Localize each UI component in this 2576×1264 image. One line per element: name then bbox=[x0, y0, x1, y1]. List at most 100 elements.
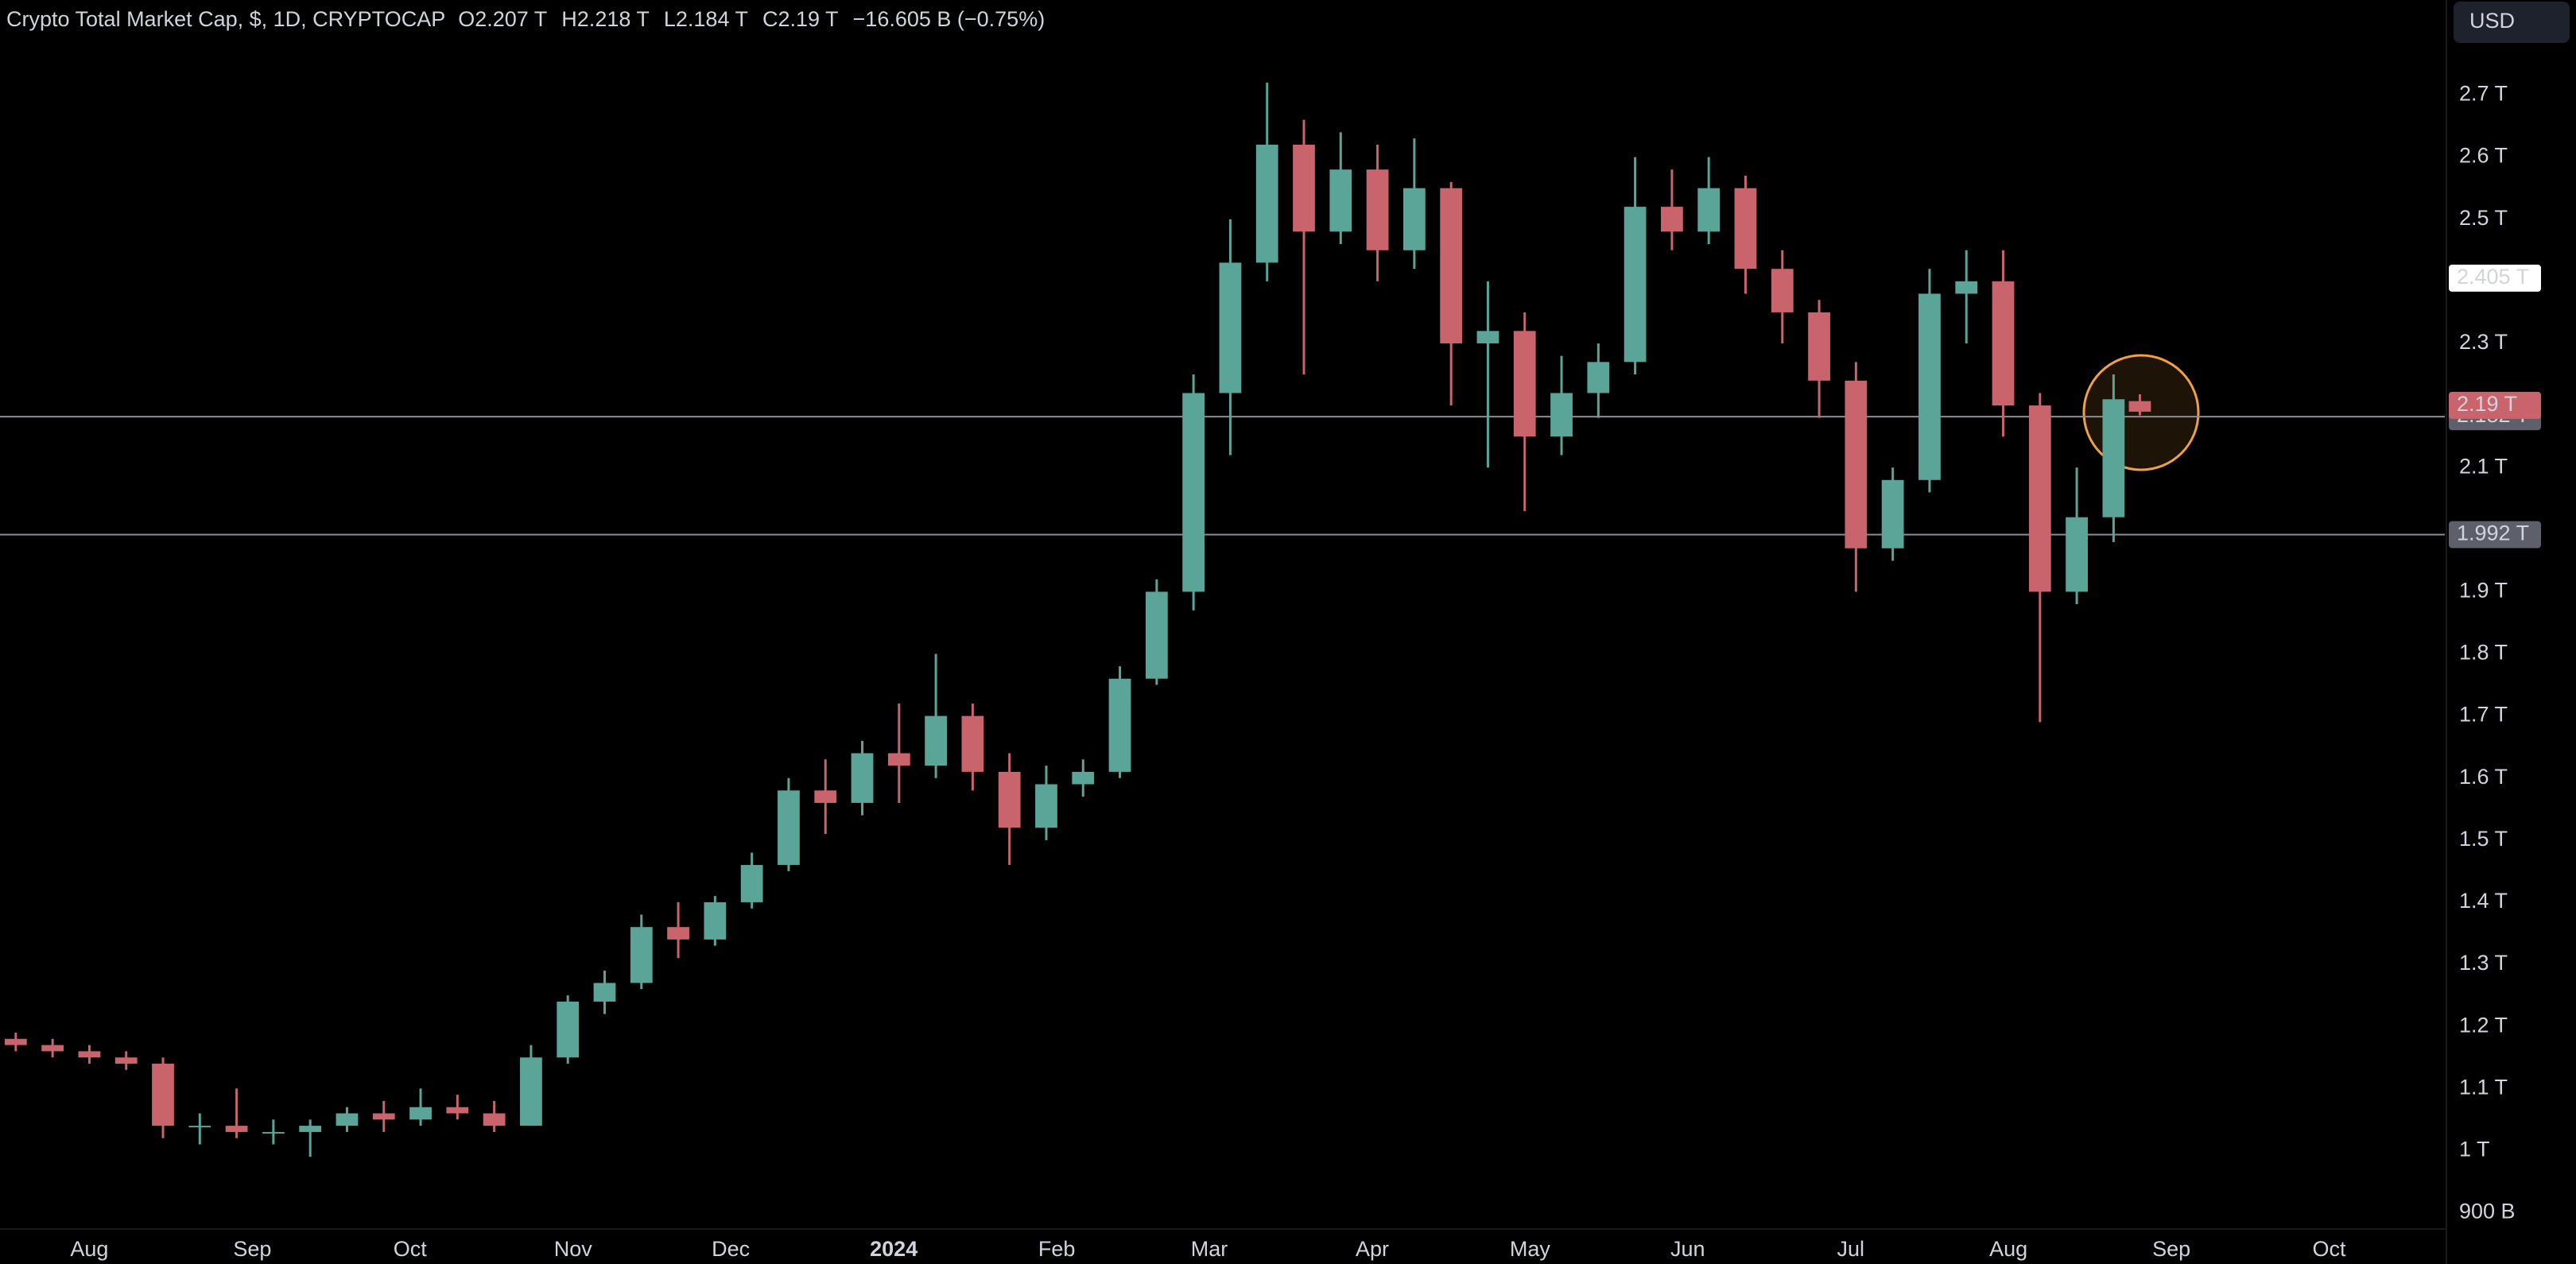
candle-body bbox=[1624, 207, 1647, 363]
candle-body bbox=[1072, 771, 1095, 785]
candle bbox=[2102, 374, 2125, 542]
x-tick-label: Dec bbox=[712, 1237, 750, 1261]
y-tick-label: 2.5 T bbox=[2459, 206, 2508, 230]
candle bbox=[778, 777, 800, 871]
candle-body bbox=[409, 1107, 432, 1120]
candle-body bbox=[1513, 331, 1536, 437]
candle-body bbox=[961, 715, 984, 772]
y-tick-label: 2.7 T bbox=[2459, 82, 2508, 106]
candle bbox=[1955, 250, 1978, 343]
candle-body bbox=[1771, 269, 1794, 312]
candle-body bbox=[262, 1131, 285, 1134]
candle-body bbox=[778, 790, 800, 866]
candle-body bbox=[1808, 312, 1830, 381]
candle bbox=[1219, 219, 1242, 456]
chart-title: Crypto Total Market Cap, $, 1D, CRYPTOCA… bbox=[6, 7, 445, 31]
candle bbox=[483, 1100, 506, 1132]
candle bbox=[887, 703, 910, 803]
candle bbox=[998, 753, 1021, 866]
x-tick-label: Nov bbox=[554, 1237, 593, 1261]
candle-body bbox=[1918, 293, 1941, 480]
candle bbox=[1918, 269, 1941, 493]
candle bbox=[520, 1045, 542, 1126]
candle-body bbox=[41, 1045, 64, 1052]
candle-body bbox=[814, 790, 837, 803]
y-tick-label: 1.5 T bbox=[2459, 827, 2508, 851]
y-tick-label: 2.1 T bbox=[2459, 454, 2508, 478]
candle-body bbox=[372, 1113, 395, 1120]
candle bbox=[704, 896, 727, 946]
y-tick-label: 1.2 T bbox=[2459, 1013, 2508, 1037]
candle-body bbox=[1734, 188, 1757, 269]
candle-body bbox=[1035, 784, 1057, 828]
candle bbox=[1587, 343, 1610, 418]
y-tick-label: 2.3 T bbox=[2459, 330, 2508, 354]
candle bbox=[41, 1038, 64, 1058]
candle-body bbox=[1845, 380, 1868, 549]
candle bbox=[1440, 181, 1463, 406]
candle-body bbox=[1440, 188, 1463, 343]
candle bbox=[1145, 579, 1168, 685]
currency-button[interactable]: USD bbox=[2454, 2, 2570, 43]
candle-body bbox=[925, 715, 947, 766]
candle bbox=[152, 1057, 174, 1138]
x-tick-label: Jul bbox=[1837, 1237, 1864, 1261]
candle bbox=[1734, 176, 1757, 294]
candle bbox=[78, 1045, 101, 1064]
x-tick-label: Aug bbox=[1989, 1237, 2027, 1261]
candle bbox=[740, 852, 763, 909]
candle-body bbox=[1182, 393, 1205, 592]
last-price-label: 2.19 T bbox=[2457, 392, 2517, 416]
candle-body bbox=[336, 1113, 359, 1126]
candle-body bbox=[1587, 362, 1610, 394]
candle-body bbox=[299, 1126, 322, 1132]
candle bbox=[1697, 157, 1721, 244]
candle-body bbox=[1293, 144, 1315, 232]
y-tick-label: 1.4 T bbox=[2459, 889, 2508, 913]
x-tick-label: Jun bbox=[1670, 1237, 1705, 1261]
ohlc-value: C2.19 T bbox=[762, 7, 839, 31]
candle-body bbox=[1550, 393, 1573, 437]
candle-body bbox=[446, 1107, 469, 1114]
candle bbox=[814, 759, 837, 835]
candle-body bbox=[114, 1057, 138, 1064]
ohlc-value: H2.218 T bbox=[561, 7, 650, 31]
candle bbox=[1182, 374, 1205, 611]
highlight-circle bbox=[2082, 354, 2200, 471]
candle bbox=[1845, 362, 1868, 592]
y-tick-label: 1.9 T bbox=[2459, 579, 2508, 603]
candle-body bbox=[1476, 331, 1499, 343]
candle-body bbox=[1108, 678, 1131, 772]
candle bbox=[557, 995, 580, 1064]
candle-body bbox=[2102, 399, 2125, 518]
candle-body bbox=[887, 753, 910, 766]
x-tick-label: 2024 bbox=[870, 1237, 918, 1261]
candle-body bbox=[4, 1038, 27, 1045]
candle bbox=[1992, 250, 2015, 437]
candle bbox=[593, 970, 616, 1014]
candle bbox=[1255, 82, 1278, 281]
candle bbox=[2028, 393, 2051, 723]
candle bbox=[2066, 467, 2088, 605]
marker-label-bg bbox=[2449, 264, 2541, 292]
price-line-label-bg bbox=[2449, 521, 2541, 549]
currency-label[interactable]: USD bbox=[2469, 9, 2515, 33]
y-tick-label: 1.8 T bbox=[2459, 641, 2508, 665]
marker-label: 2.405 T bbox=[2457, 265, 2529, 289]
candle bbox=[1293, 119, 1315, 374]
last-price-bg bbox=[2449, 391, 2541, 419]
candle-body bbox=[78, 1051, 101, 1058]
candle bbox=[114, 1051, 138, 1070]
candle bbox=[1550, 355, 1573, 456]
candle-body bbox=[483, 1113, 506, 1126]
candle bbox=[409, 1088, 432, 1126]
candle-body bbox=[2028, 405, 2051, 592]
candle bbox=[336, 1107, 359, 1132]
x-tick-label: Apr bbox=[1356, 1237, 1389, 1261]
candle-body bbox=[998, 771, 1021, 828]
button-bg[interactable] bbox=[2454, 2, 2570, 43]
price-line-label: 1.992 T bbox=[2457, 521, 2529, 545]
candle-body bbox=[1697, 188, 1721, 232]
